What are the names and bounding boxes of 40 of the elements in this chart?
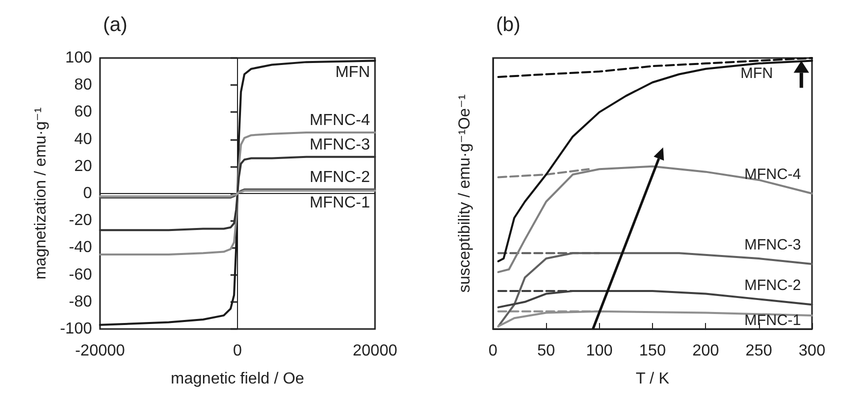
x-tick-label: 100 [586,342,613,360]
series-label: MFNC-1 [744,312,801,329]
series-label: MFNC-4 [744,166,801,183]
series-label: MFNC-3 [744,236,801,254]
x-tick-label: 20000 [352,342,398,360]
y-tick-label: 0 [83,185,92,202]
chart-title: (b) [496,14,520,36]
line-series [99,156,376,232]
series-label: MFN [335,64,370,82]
y-tick-label: -100 [60,320,92,338]
x-tick-label: 300 [798,342,826,360]
y-tick-label: -60 [68,266,92,284]
x-tick-label: 250 [745,342,772,360]
series-label: MFNC-2 [744,277,801,294]
y-tick-label: 40 [74,130,92,148]
chart-title: (a) [103,14,128,36]
x-axis-title: magnetic field / Oe [170,370,304,388]
x-tick-label: 200 [692,342,720,360]
y-tick-label: 60 [74,104,92,121]
series-label: MFNC-3 [310,136,370,154]
series-label: MFNC-4 [310,112,370,130]
y-tick-label: -80 [68,293,92,310]
x-tick-label: 50 [537,342,556,360]
legend-label: MFN [740,65,773,82]
y-tick-label: 100 [65,50,92,66]
y-tick-label: 20 [74,158,92,175]
y-tick-label: 80 [74,76,92,94]
series-label: MFNC-1 [310,194,370,212]
y-axis-title: magnetization / emu·g⁻¹ [32,107,50,280]
line-series [99,60,376,326]
y-tick-label: -40 [68,239,92,256]
line-series [99,132,376,256]
x-tick-label: 0 [233,342,242,360]
x-tick-label: -20000 [75,342,126,360]
x-axis-title: T / K [636,370,670,388]
y-axis-title: susceptibility / emu·g⁻¹Oe⁻¹ [456,94,474,293]
series-label: MFNC-2 [310,168,370,186]
x-tick-label: 150 [639,342,666,360]
x-tick-label: 0 [488,342,498,360]
y-tick-label: -20 [68,212,92,230]
